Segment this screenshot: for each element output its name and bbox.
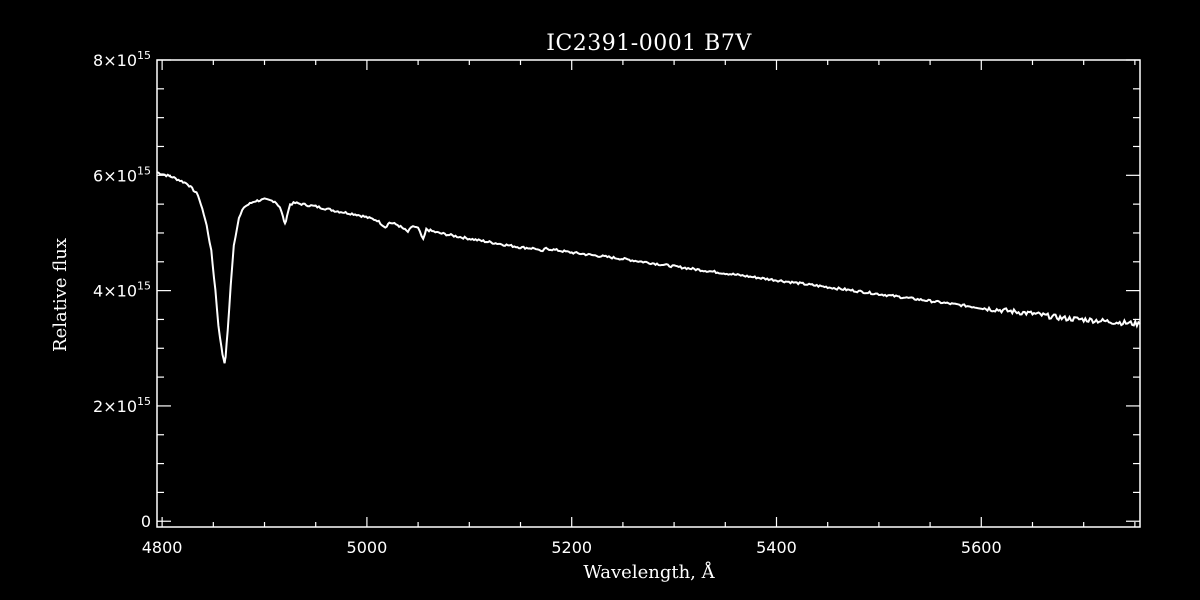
plot-frame — [156, 59, 1141, 528]
y-tick-label: 8×1015 — [93, 49, 151, 70]
spectrum-line — [156, 171, 1141, 364]
x-tick-label: 5400 — [756, 538, 797, 557]
y-axis-label: Relative flux — [50, 238, 71, 352]
y-tick-label: 6×1015 — [93, 164, 151, 185]
x-tick-label: 5200 — [551, 538, 592, 557]
ticks-layer — [157, 59, 1140, 527]
chart-title: IC2391-0001 B7V — [546, 31, 752, 56]
y-tick-label: 2×1015 — [93, 395, 151, 416]
x-axis-label: Wavelength, Å — [583, 561, 715, 583]
x-tick-label: 4800 — [142, 538, 183, 557]
tick-labels-layer: 4800 5000 5200 5400 5600 0 2×1015 4×1015 6×1015 8… — [93, 49, 1002, 557]
x-tick-label: 5000 — [347, 538, 388, 557]
y-tick-label: 4×1015 — [93, 280, 151, 301]
y-tick-label: 0 — [141, 512, 151, 531]
x-tick-label: 5600 — [961, 538, 1002, 557]
